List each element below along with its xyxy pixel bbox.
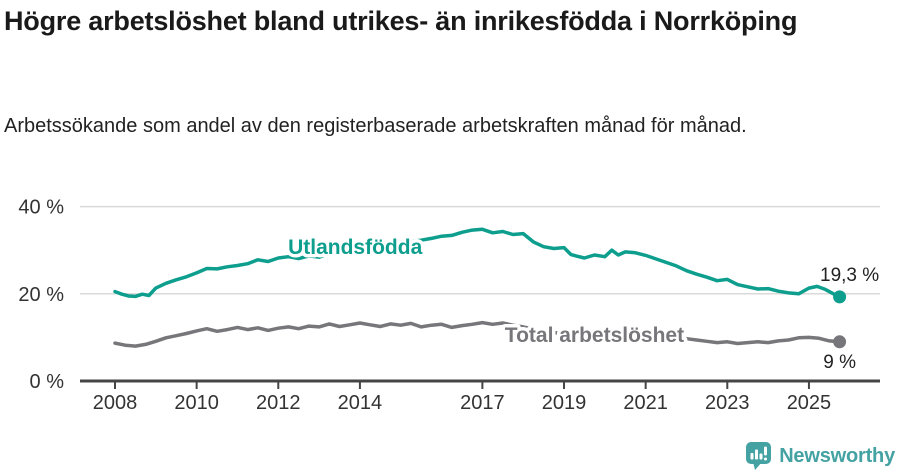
x-tick-label: 2017 <box>460 392 505 414</box>
y-tick-label: 20 % <box>18 284 64 306</box>
x-tick-label: 2019 <box>542 392 587 414</box>
x-tick-label: 2023 <box>705 392 750 414</box>
x-tick-label: 2010 <box>174 392 219 414</box>
series-label-utlandsfodda: Utlandsfödda <box>288 236 422 259</box>
x-tick-label: 2014 <box>338 392 383 414</box>
x-tick-label: 2025 <box>787 392 832 414</box>
end-value-label-total: 9 % <box>823 352 856 373</box>
y-tick-label: 0 % <box>30 371 65 393</box>
y-tick-label: 40 % <box>18 197 64 219</box>
newsworthy-wordmark: Newsworthy <box>779 444 895 467</box>
bar-chart-speech-bubble-icon <box>746 442 772 470</box>
newsworthy-logo: Newsworthy <box>746 442 895 470</box>
x-tick-label: 2021 <box>623 392 668 414</box>
end-value-label-utlandsfodda: 19,3 % <box>820 265 879 286</box>
series-line-total <box>113 320 842 348</box>
chart-title: Högre arbetslöshet bland utrikes- än inr… <box>4 6 798 36</box>
series-label-total: Total arbetslöshet <box>505 324 684 347</box>
series-end-dot-total <box>833 335 847 349</box>
x-tick-label: 2012 <box>256 392 301 414</box>
series-line-utlandsfodda <box>113 227 842 299</box>
chart-subtitle: Arbetssökande som andel av den registerb… <box>4 115 747 137</box>
x-tick-label: 2008 <box>93 392 138 414</box>
series-end-dot-utlandsfodda <box>833 290 847 304</box>
line-chart: 0 % 20 % 40 % 2008 2010 2012 2014 2017 2019 2021 2… <box>18 197 881 414</box>
